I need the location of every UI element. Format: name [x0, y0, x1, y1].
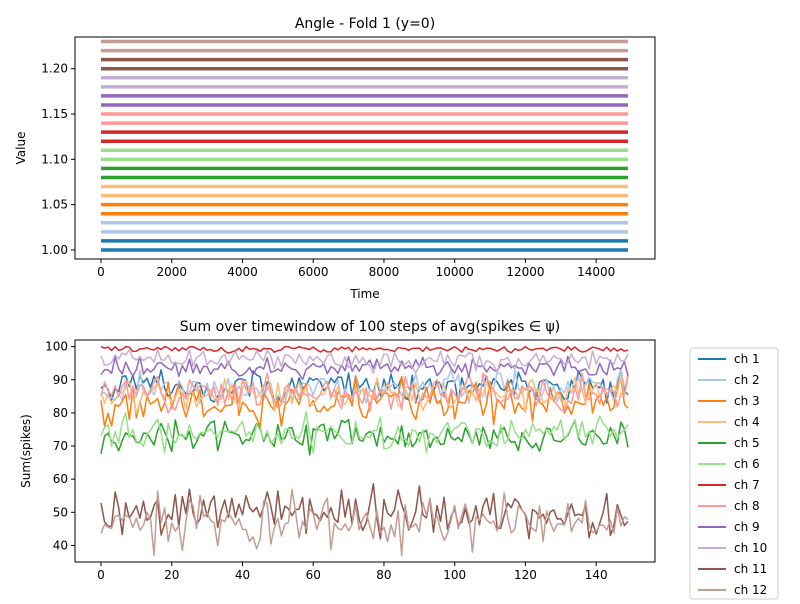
- legend-label: ch 5: [734, 436, 760, 450]
- legend-label: ch 10: [734, 541, 767, 555]
- legend-label: ch 8: [734, 499, 760, 513]
- angle-chart-xtick-label: 8000: [369, 265, 400, 279]
- spikes-chart-ytick-label: 90: [53, 373, 68, 387]
- angle-chart-ytick-label: 1.15: [41, 107, 68, 121]
- angle-chart-ticks: 0 2000 4000 6000 8000 10000 12000 14000 1.00 1.05…: [41, 62, 615, 279]
- spikes-chart-xtick-label: 40: [235, 568, 250, 582]
- spikes-series-line: [100, 488, 629, 557]
- spikes-series-line: [100, 345, 629, 354]
- legend-label: ch 2: [734, 373, 760, 387]
- angle-chart-xlabel: Time: [349, 287, 379, 301]
- spikes-chart-xtick-label: 60: [306, 568, 321, 582]
- angle-chart-ylabel: Value: [14, 132, 28, 165]
- spikes-series-line: [100, 349, 629, 374]
- spikes-chart-ytick-label: 80: [53, 406, 68, 420]
- legend-label: ch 1: [734, 352, 760, 366]
- spikes-chart-xtick-label: 140: [585, 568, 608, 582]
- spikes-chart-xtick-label: 20: [164, 568, 179, 582]
- spikes-series-line: [100, 411, 629, 454]
- spikes-chart-ticks: 0 20 40 60 80 100 120 140 40 50 60 70 80 90 100: [45, 340, 608, 582]
- angle-chart-xtick-label: 14000: [577, 265, 615, 279]
- spikes-chart-xtick-label: 80: [376, 568, 391, 582]
- spikes-chart-xtick-label: 120: [514, 568, 537, 582]
- angle-chart-ytick-label: 1.10: [41, 152, 68, 166]
- angle-chart-xtick-label: 2000: [156, 265, 187, 279]
- spikes-chart-ytick-label: 40: [53, 538, 68, 552]
- angle-chart-xtick-label: 4000: [227, 265, 258, 279]
- angle-chart-ytick-label: 1.05: [41, 198, 68, 212]
- spikes-chart-xtick-label: 0: [97, 568, 105, 582]
- spikes-chart-ytick-label: 100: [45, 340, 68, 354]
- legend-label: ch 7: [734, 478, 760, 492]
- spikes-chart-legend: ch 1 ch 2 ch 3 ch 4 ch 5 ch 6 ch 7 ch 8 ch 9 ch 1…: [689, 347, 779, 600]
- spikes-chart-xtick-label: 100: [443, 568, 466, 582]
- angle-chart-xtick-label: 10000: [436, 265, 474, 279]
- angle-chart: Angle - Fold 1 (y=0) Time Value 0 2000 400…: [14, 16, 656, 301]
- spikes-chart: Sum over timewindow of 100 steps of avg(…: [19, 319, 779, 600]
- spikes-chart-ylabel: Sum(spikes): [19, 414, 33, 488]
- spikes-chart-ytick-label: 60: [53, 472, 68, 486]
- angle-chart-lines: [101, 39, 628, 252]
- legend-label: ch 4: [734, 415, 760, 429]
- spikes-chart-ytick-label: 50: [53, 505, 68, 519]
- spikes-chart-ytick-label: 70: [53, 439, 68, 453]
- legend-label: ch 11: [734, 562, 767, 576]
- spikes-chart-frame: [74, 339, 656, 563]
- angle-chart-xtick-label: 6000: [298, 265, 329, 279]
- angle-chart-xtick-label: 12000: [506, 265, 544, 279]
- legend-label: ch 6: [734, 457, 760, 471]
- angle-chart-frame: [74, 36, 656, 260]
- legend-label: ch 12: [734, 583, 767, 597]
- legend-label: ch 3: [734, 394, 760, 408]
- angle-chart-title: Angle - Fold 1 (y=0): [295, 16, 435, 32]
- legend-label: ch 9: [734, 520, 760, 534]
- legend-box: [689, 347, 779, 600]
- spikes-series-line: [100, 375, 629, 427]
- angle-chart-ytick-label: 1.20: [41, 62, 68, 76]
- angle-chart-ytick-label: 1.00: [41, 243, 68, 257]
- spikes-chart-lines: [100, 345, 629, 557]
- spikes-series-line: [100, 355, 629, 381]
- angle-chart-xtick-label: 0: [97, 265, 105, 279]
- spikes-series-line: [100, 372, 629, 414]
- spikes-chart-title: Sum over timewindow of 100 steps of avg(…: [180, 319, 560, 335]
